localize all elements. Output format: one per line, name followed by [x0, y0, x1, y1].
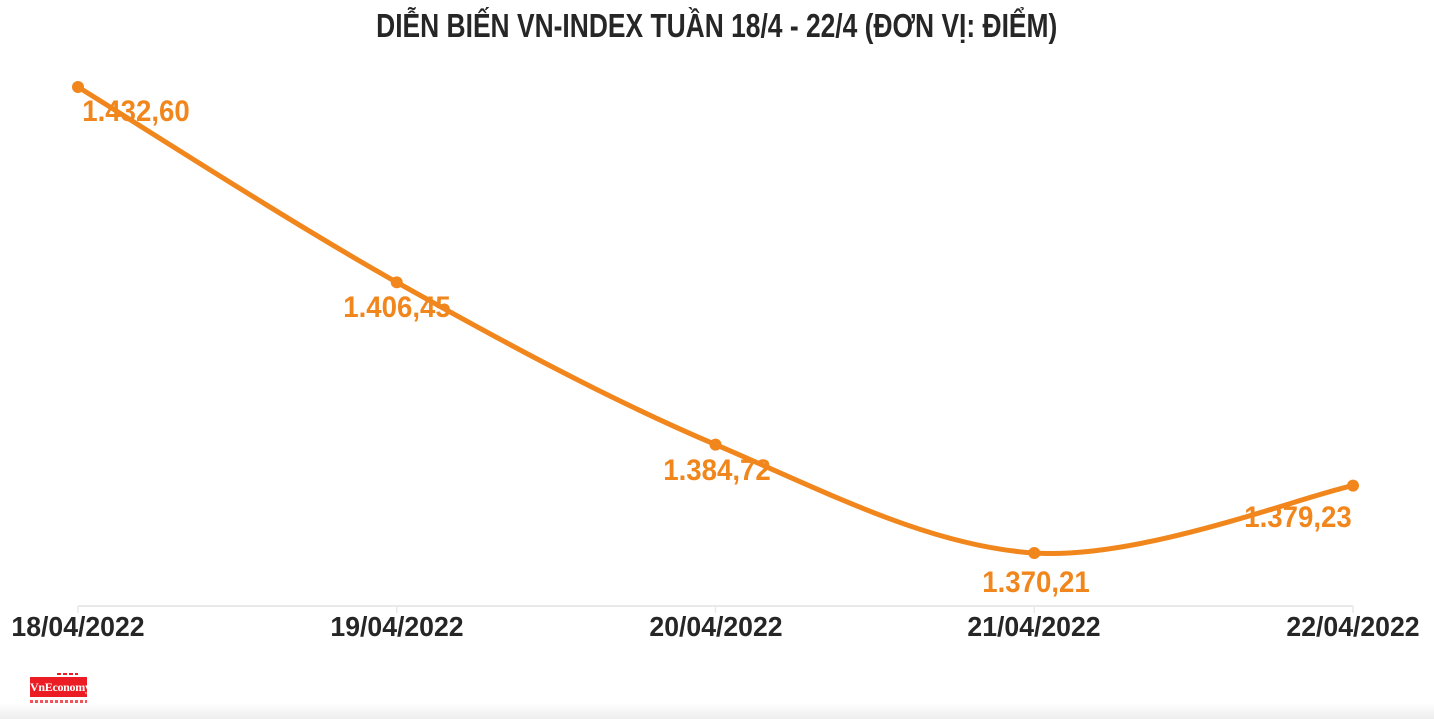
- point-value-label-3: 1.370,21: [982, 566, 1090, 599]
- chart-title-text: DIỄN BIẾN VN-INDEX TUẦN 18/4 - 22/4 (ĐƠN…: [376, 7, 1058, 44]
- point-value-label-0: 1.432,60: [82, 95, 190, 128]
- vneconomy-logo-box: VnEconomy: [30, 677, 91, 697]
- x-axis-label-0: 18/04/2022: [11, 611, 145, 642]
- point-value-label-1: 1.406,45: [343, 291, 451, 325]
- bottom-shade-gradient: [0, 703, 1434, 719]
- data-point-marker-4: [1347, 479, 1359, 492]
- data-point-marker-1: [390, 276, 403, 289]
- x-axis-label-1: 19/04/2022: [330, 611, 464, 642]
- logo-tagline-decoration: [30, 700, 87, 703]
- data-point-marker-3: [1028, 547, 1041, 559]
- x-axis-label-3: 21/04/2022: [967, 611, 1101, 642]
- chart-title: DIỄN BIẾN VN-INDEX TUẦN 18/4 - 22/4 (ĐƠN…: [0, 7, 1434, 45]
- logo-dashes-decoration: [57, 673, 78, 675]
- vneconomy-logo-text: VnEconomy: [30, 680, 91, 694]
- x-axis-label-4: 22/04/2022: [1286, 611, 1420, 642]
- data-point-marker-2: [709, 438, 722, 451]
- data-point-marker-0: [72, 81, 84, 93]
- x-axis-label-2: 20/04/2022: [648, 611, 783, 642]
- point-value-label-4: 1.379,23: [1244, 500, 1352, 534]
- point-value-label-2: 1.384,72: [662, 453, 771, 487]
